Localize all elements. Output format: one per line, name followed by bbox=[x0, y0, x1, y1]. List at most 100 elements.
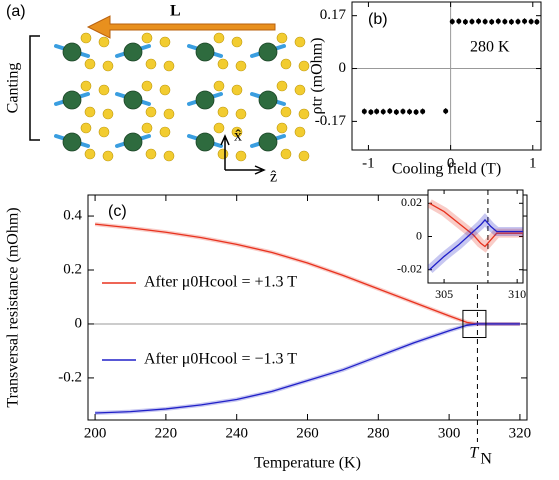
y-tick-label: -0.02 bbox=[397, 261, 422, 275]
annotation: 280 K bbox=[470, 39, 510, 56]
panel-label: (c) bbox=[108, 203, 127, 220]
atom-small bbox=[235, 108, 247, 120]
atom-small bbox=[298, 60, 310, 72]
l-label: L bbox=[170, 3, 181, 20]
atom-small bbox=[280, 106, 292, 118]
x-tick-label: 220 bbox=[155, 425, 178, 441]
bracket bbox=[29, 35, 40, 141]
atom-small bbox=[298, 150, 310, 162]
atom-small bbox=[84, 58, 96, 70]
x-tick-label: 280 bbox=[367, 425, 390, 441]
y-tick-label: 0.02 bbox=[401, 195, 422, 209]
point bbox=[469, 19, 475, 25]
atom-small bbox=[294, 84, 306, 96]
bracket-label: Canting bbox=[5, 63, 22, 114]
point bbox=[380, 109, 386, 115]
point bbox=[420, 108, 426, 114]
atom-small bbox=[141, 122, 153, 134]
atom-small bbox=[159, 36, 171, 48]
atom-small bbox=[102, 60, 114, 72]
point bbox=[393, 109, 399, 115]
atom-small bbox=[141, 80, 153, 92]
point bbox=[456, 18, 462, 24]
atom-small bbox=[235, 150, 247, 162]
atom-large bbox=[123, 42, 143, 62]
atom-small bbox=[294, 126, 306, 138]
y-tick-label: -0.17 bbox=[315, 113, 347, 129]
point bbox=[361, 108, 367, 114]
transition-label: T bbox=[469, 445, 479, 462]
series-line bbox=[429, 218, 523, 271]
transition-sub: N bbox=[480, 451, 492, 468]
atom-small bbox=[217, 148, 229, 160]
y-tick-label: 0 bbox=[339, 60, 347, 76]
x-tick-label: 305 bbox=[435, 287, 453, 301]
y-axis-label: Transversal resistance (mOhm) bbox=[5, 207, 22, 407]
atom-small bbox=[213, 122, 225, 134]
atom-large bbox=[123, 90, 143, 110]
atom-small bbox=[102, 150, 114, 162]
point bbox=[387, 108, 393, 114]
series-line bbox=[95, 323, 520, 414]
atom-small bbox=[280, 148, 292, 160]
l-arrow bbox=[86, 15, 276, 39]
atom-small bbox=[98, 126, 110, 138]
atom-small bbox=[163, 108, 175, 120]
point bbox=[534, 19, 540, 25]
point bbox=[443, 108, 449, 114]
zoom-box bbox=[462, 309, 487, 339]
x-tick-label: 1 bbox=[529, 155, 537, 171]
atom-small bbox=[102, 108, 114, 120]
atom-small bbox=[141, 32, 153, 44]
atom-small bbox=[80, 32, 92, 44]
x-tick-label: 320 bbox=[509, 425, 532, 441]
atom-large bbox=[258, 90, 278, 110]
atom-small bbox=[298, 108, 310, 120]
atom-small bbox=[84, 106, 96, 118]
atom-large bbox=[258, 132, 278, 152]
y-tick-label: -0.2 bbox=[58, 369, 82, 385]
atom-small bbox=[145, 106, 157, 118]
point bbox=[413, 109, 419, 115]
atom-small bbox=[294, 36, 306, 48]
atom-large bbox=[62, 132, 82, 152]
atom-small bbox=[217, 58, 229, 70]
x-tick-label: 200 bbox=[84, 425, 107, 441]
panel: 305 310 -0.02 0 0.02 bbox=[397, 189, 526, 301]
atom-large bbox=[62, 42, 82, 62]
crystal bbox=[54, 32, 310, 162]
series-line bbox=[429, 202, 523, 248]
point bbox=[407, 109, 413, 115]
atom-small bbox=[213, 80, 225, 92]
y-tick-label: 0.2 bbox=[63, 261, 82, 277]
atom-small bbox=[231, 84, 243, 96]
point bbox=[515, 19, 521, 25]
atom-large bbox=[62, 90, 82, 110]
x-axis-label: Cooling field (T) bbox=[392, 161, 501, 178]
point bbox=[374, 108, 380, 114]
point bbox=[482, 19, 488, 25]
point bbox=[522, 18, 528, 24]
x-tick-label: 240 bbox=[225, 425, 248, 441]
atom-small bbox=[80, 122, 92, 134]
x-tick-label: 260 bbox=[296, 425, 319, 441]
axis-z-label: ẑ bbox=[270, 169, 277, 186]
atom-small bbox=[163, 60, 175, 72]
atom-small bbox=[159, 126, 171, 138]
atom-large bbox=[195, 90, 215, 110]
atom-small bbox=[80, 80, 92, 92]
atom-small bbox=[235, 60, 247, 72]
atom-small bbox=[98, 84, 110, 96]
plot-frame bbox=[351, 1, 542, 151]
y-tick-label: 0 bbox=[75, 315, 83, 331]
atom-small bbox=[276, 32, 288, 44]
panel-label: (a) bbox=[6, 3, 26, 20]
legend-label: After μ0Hcool = +1.3 T bbox=[144, 274, 297, 291]
atom-small bbox=[217, 106, 229, 118]
atom-large bbox=[195, 132, 215, 152]
x-tick-label: 0 bbox=[447, 155, 455, 171]
atom-small bbox=[213, 32, 225, 44]
atom-large bbox=[258, 42, 278, 62]
point bbox=[508, 19, 514, 25]
atom-small bbox=[98, 36, 110, 48]
